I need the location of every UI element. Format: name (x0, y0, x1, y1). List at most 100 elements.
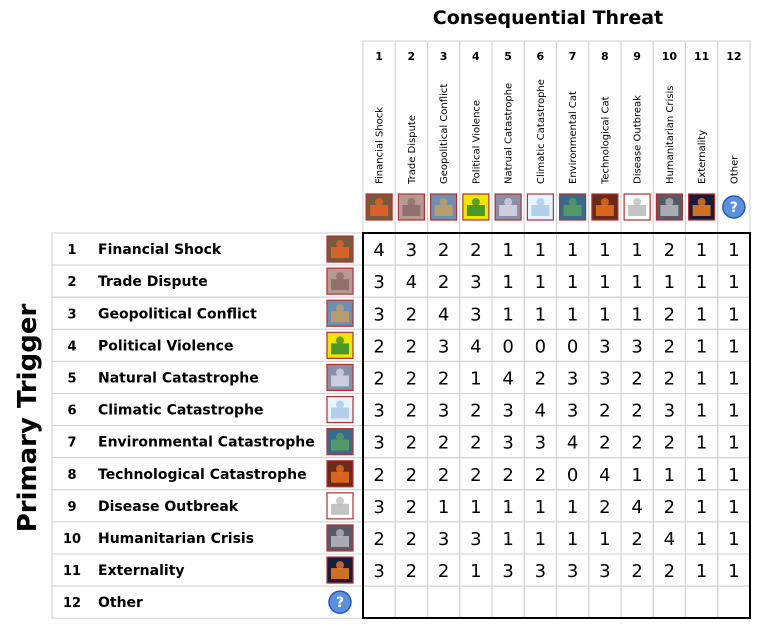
cell-r6-c4: 2 (459, 393, 493, 427)
cell-value: 2 (502, 465, 513, 486)
cell-r7-c3: 2 (427, 425, 461, 459)
cell-r12-c6 (523, 585, 557, 619)
cell-r3-c12: 1 (717, 296, 751, 330)
cell-r6-c8: 2 (588, 393, 622, 427)
cell-value: 2 (438, 465, 449, 486)
row-header-2: 2 Trade Dispute (51, 264, 364, 298)
cell-value: 1 (535, 272, 546, 293)
row-number: 2 (67, 275, 76, 290)
cell-value: 1 (728, 561, 739, 582)
cell-value: 2 (664, 433, 675, 454)
cell-value: 1 (696, 529, 707, 550)
row-label: Financial Shock (98, 242, 222, 258)
row-headers: 1 Financial Shock 2 Trade Dispute 3 Geopoliti… (51, 232, 364, 619)
cell-value: 1 (664, 272, 675, 293)
cell-r2-c12: 1 (717, 264, 751, 298)
column-label: Natrual Catastrophe (504, 83, 515, 184)
cell-r9-c8: 2 (588, 489, 622, 523)
column-label: Environmental Cat (568, 91, 579, 184)
cell-value: 2 (631, 368, 642, 389)
cell-r4-c2: 2 (394, 328, 428, 362)
cell-value: 3 (502, 561, 513, 582)
cell-value: 0 (502, 336, 513, 357)
cell-value: 2 (664, 240, 675, 261)
cell-r8-c6: 2 (523, 457, 557, 491)
cell-r3-c3: 4 (427, 296, 461, 330)
climatic-catastrophe-icon (326, 395, 354, 424)
cell-r7-c9: 2 (620, 425, 654, 459)
row-header-5: 5 Natural Catastrophe (51, 360, 364, 394)
cell-value: 2 (535, 368, 546, 389)
cell-value: 1 (696, 336, 707, 357)
cell-r9-c11: 1 (685, 489, 719, 523)
cell-value: 3 (406, 240, 417, 261)
cell-r5-c7: 3 (556, 360, 590, 394)
column-header-2: 2 Trade Dispute (394, 40, 428, 234)
cell-value: 1 (696, 561, 707, 582)
cell-value: 1 (631, 272, 642, 293)
cell-r4-c1: 2 (362, 328, 396, 362)
cell-value: 2 (470, 465, 481, 486)
cell-value: 1 (470, 561, 481, 582)
cell-value: 3 (664, 401, 675, 422)
row-number: 11 (63, 564, 81, 579)
cell-value: 1 (696, 272, 707, 293)
cell-r9-c6: 1 (523, 489, 557, 523)
cell-value: 2 (664, 336, 675, 357)
cell-value: 4 (406, 272, 417, 293)
cell-r9-c10: 2 (652, 489, 686, 523)
column-header-9: 9 Disease Outbreak (620, 40, 654, 234)
cell-r12-c9 (620, 585, 654, 619)
cell-r10-c11: 1 (685, 521, 719, 555)
row-header-9: 9 Disease Outbreak (51, 489, 364, 523)
column-number: 11 (694, 50, 709, 63)
cell-value: 1 (728, 433, 739, 454)
cell-r3-c6: 1 (523, 296, 557, 330)
cell-value: 1 (502, 497, 513, 518)
cell-r5-c4: 1 (459, 360, 493, 394)
environmental-catastrophe-icon (559, 193, 587, 221)
row-number: 12 (63, 596, 81, 611)
cell-value: 3 (373, 401, 384, 422)
cell-r3-c1: 3 (362, 296, 396, 330)
cell-value: 2 (438, 561, 449, 582)
cell-value: 2 (631, 401, 642, 422)
cell-value: 4 (631, 497, 642, 518)
cell-r5-c11: 1 (685, 360, 719, 394)
financial-shock-icon (326, 235, 354, 263)
row-label: Trade Dispute (98, 274, 208, 290)
cell-value: 3 (373, 497, 384, 518)
row-number: 5 (67, 371, 76, 386)
column-number: 4 (472, 50, 480, 63)
cell-r7-c2: 2 (394, 425, 428, 459)
humanitarian-crisis-icon (326, 524, 354, 552)
column-header-11: 11 Externality (685, 40, 719, 234)
y-axis-title: Primary Trigger (13, 304, 43, 533)
cell-r2-c8: 1 (588, 264, 622, 298)
cell-r11-c4: 1 (459, 553, 493, 587)
cell-value: 3 (631, 336, 642, 357)
externality-icon (688, 193, 716, 221)
cell-value: 2 (406, 336, 417, 357)
column-number: 7 (569, 50, 577, 63)
cell-r9-c12: 1 (717, 489, 751, 523)
externality-icon (326, 556, 354, 584)
cell-r2-c11: 1 (685, 264, 719, 298)
cell-r1-c6: 1 (523, 232, 557, 266)
cell-r2-c6: 1 (523, 264, 557, 298)
cell-r6-c3: 3 (427, 393, 461, 427)
cell-r4-c11: 1 (685, 328, 719, 362)
column-number: 8 (601, 50, 609, 63)
cell-r5-c12: 1 (717, 360, 751, 394)
row-label: Natural Catastrophe (98, 370, 259, 386)
cell-r1-c7: 1 (556, 232, 590, 266)
cell-value: 2 (406, 497, 417, 518)
row-number: 6 (67, 404, 76, 419)
cell-r6-c5: 3 (491, 393, 525, 427)
cell-r9-c5: 1 (491, 489, 525, 523)
row-number: 9 (67, 500, 76, 515)
cell-r5-c1: 2 (362, 360, 396, 394)
cell-r10-c9: 2 (620, 521, 654, 555)
cell-r11-c8: 3 (588, 553, 622, 587)
cell-value: 0 (567, 336, 578, 357)
